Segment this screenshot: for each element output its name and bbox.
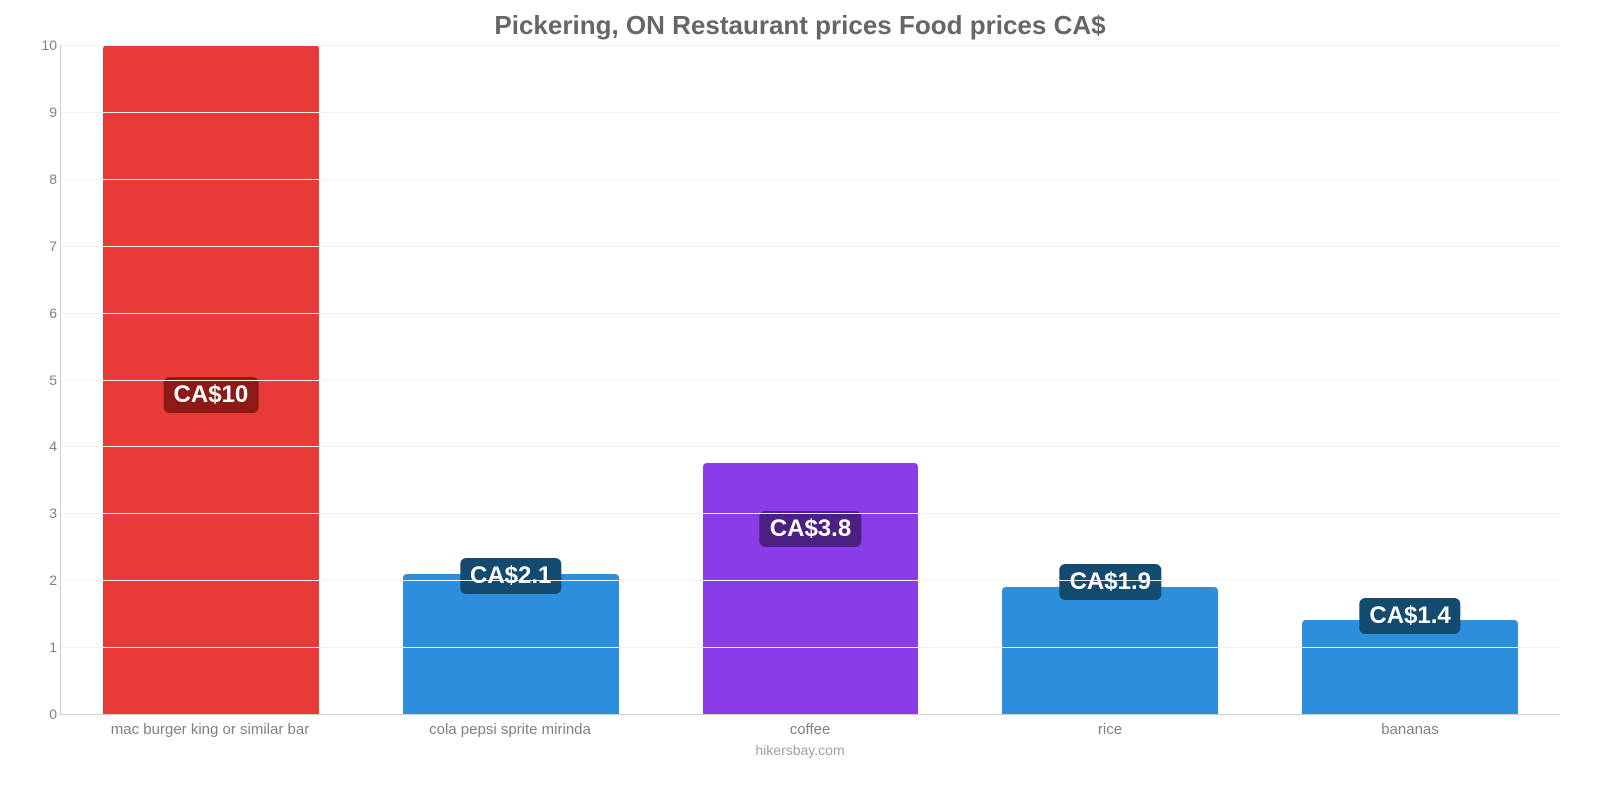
y-tick-label: 10 [33,37,57,53]
bar [703,463,919,714]
bar-value-label: CA$1.9 [1060,564,1161,600]
gridline [61,246,1560,247]
bar [1302,620,1518,714]
gridline [61,112,1560,113]
credit-text: hikersbay.com [30,742,1570,758]
gridline [61,380,1560,381]
gridline [61,179,1560,180]
x-tick-label: rice [960,721,1260,738]
gridline [61,580,1560,581]
x-axis: mac burger king or similar barcola pepsi… [60,721,1560,738]
y-tick-label: 7 [33,238,57,254]
y-tick-label: 3 [33,505,57,521]
gridline [61,313,1560,314]
bar [403,574,619,714]
x-tick-label: mac burger king or similar bar [60,721,360,738]
x-tick-label: cola pepsi sprite mirinda [360,721,660,738]
y-tick-label: 0 [33,706,57,722]
bar-value-label: CA$2.1 [460,558,561,594]
plot-area: CA$10CA$2.1CA$3.8CA$1.9CA$1.4 0123456789… [60,45,1560,715]
x-tick-label: bananas [1260,721,1560,738]
bar-value-label: CA$1.4 [1359,598,1460,634]
chart-title: Pickering, ON Restaurant prices Food pri… [30,10,1570,41]
chart-container: Pickering, ON Restaurant prices Food pri… [0,0,1600,800]
y-tick-label: 9 [33,104,57,120]
y-tick-label: 4 [33,438,57,454]
gridline [61,513,1560,514]
bar [1002,587,1218,714]
bar-value-label: CA$10 [164,377,259,413]
x-tick-label: coffee [660,721,960,738]
bar-value-label: CA$3.8 [760,511,861,547]
gridline [61,446,1560,447]
y-tick-label: 2 [33,572,57,588]
y-tick-label: 5 [33,372,57,388]
y-tick-label: 8 [33,171,57,187]
gridline [61,647,1560,648]
gridline [61,45,1560,46]
y-tick-label: 1 [33,639,57,655]
y-tick-label: 6 [33,305,57,321]
